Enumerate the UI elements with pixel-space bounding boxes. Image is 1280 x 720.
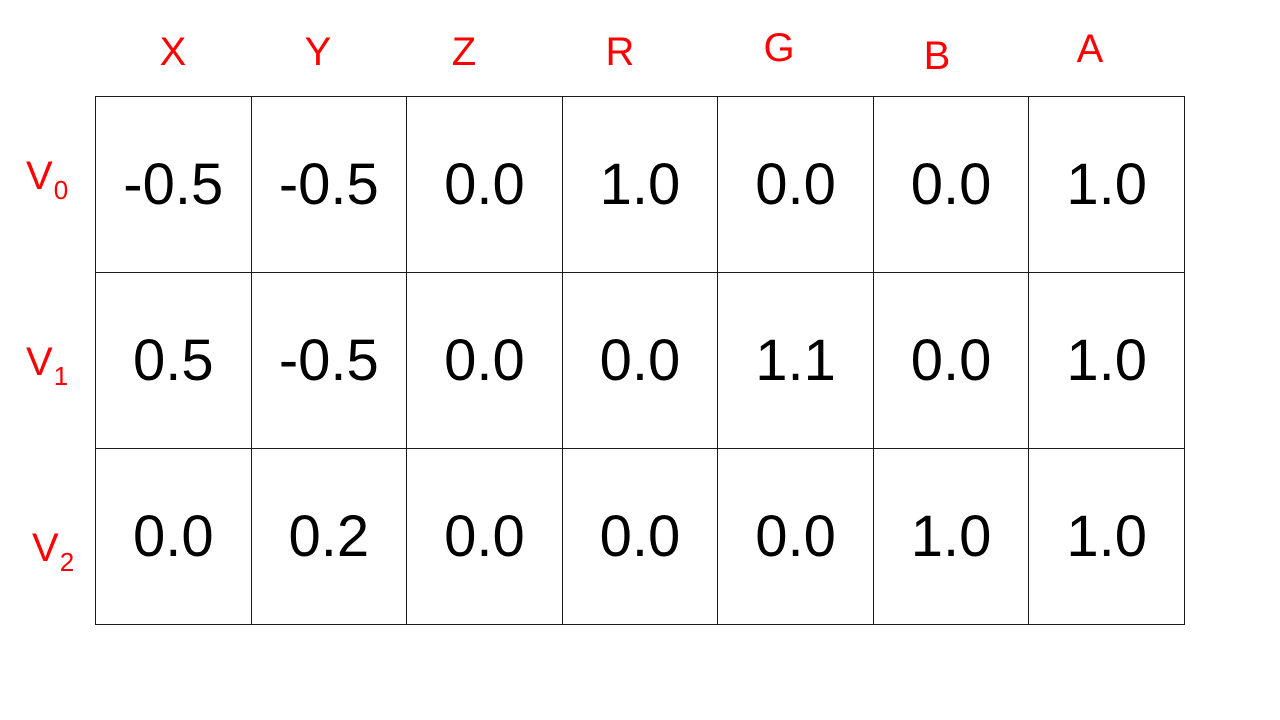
table-row-v1: 0.5 -0.5 0.0 0.0 1.1 0.0 1.0 [95,272,1185,449]
row-label-v1-subscript: 1 [53,361,69,391]
cell-v1-b: 0.0 [872,272,1030,449]
row-label-v1: V1 [26,338,68,400]
row-label-v1-letter: V [26,340,53,384]
cell-v0-x: -0.5 [95,96,252,273]
column-header-z: Z [451,30,477,74]
cell-v0-b: 0.0 [872,96,1030,273]
cell-v0-y: -0.5 [250,96,408,273]
column-header-x: X [159,30,187,74]
cell-v2-r: 0.0 [561,448,719,625]
row-label-v2-letter: V [32,526,59,570]
cell-v0-g: 0.0 [717,96,874,273]
cell-v0-a: 1.0 [1028,96,1185,273]
cell-v2-z: 0.0 [406,448,563,625]
cell-v1-y: -0.5 [250,272,408,449]
row-label-v2-subscript: 2 [59,547,75,577]
row-label-v2: V2 [32,524,74,586]
column-header-g: G [763,26,795,70]
cell-v1-g: 1.1 [717,272,874,449]
cell-v2-y: 0.2 [250,448,408,625]
cell-v0-z: 0.0 [406,96,563,273]
cell-v1-x: 0.5 [95,272,252,449]
column-header-y: Y [304,30,332,74]
column-header-b: B [923,34,951,78]
cell-v1-r: 0.0 [561,272,719,449]
column-header-a: A [1076,27,1104,71]
table-row-v0: -0.5 -0.5 0.0 1.0 0.0 0.0 1.0 [95,96,1185,273]
row-label-v0-subscript: 0 [53,175,69,205]
cell-v2-x: 0.0 [95,448,252,625]
cell-v1-z: 0.0 [406,272,563,449]
table-row-v2: 0.0 0.2 0.0 0.0 0.0 1.0 1.0 [95,448,1185,625]
vertex-data-table: -0.5 -0.5 0.0 1.0 0.0 0.0 1.0 0.5 -0.5 0… [95,96,1185,625]
row-label-v0-letter: V [26,154,53,198]
cell-v2-g: 0.0 [717,448,874,625]
cell-v2-a: 1.0 [1028,448,1185,625]
cell-v2-b: 1.0 [872,448,1030,625]
cell-v0-r: 1.0 [561,96,719,273]
row-label-v0: V0 [26,152,68,214]
cell-v1-a: 1.0 [1028,272,1185,449]
column-header-r: R [605,30,635,74]
